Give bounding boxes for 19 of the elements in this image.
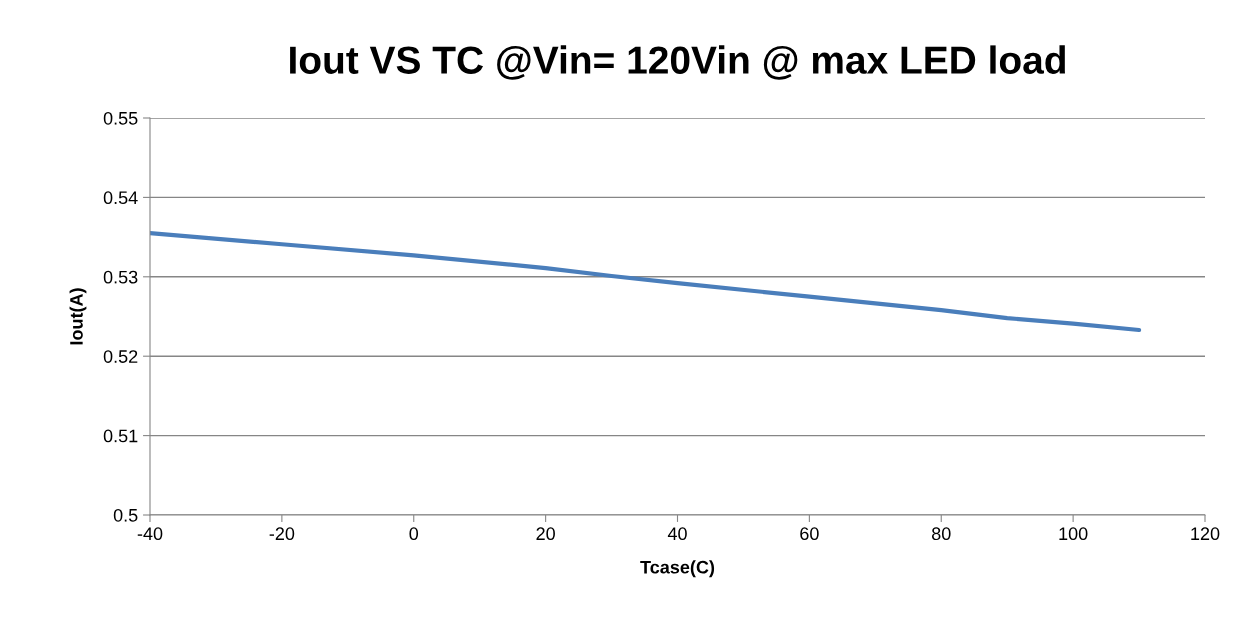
- chart-title: Iout VS TC @Vin= 120Vin @ max LED load: [290, 45, 1065, 80]
- y-tick-label: 0.5: [113, 508, 138, 522]
- x-tick-label: 120: [1191, 527, 1220, 541]
- x-axis-title: Tcase(C): [640, 560, 715, 578]
- x-tick-label: 60: [800, 527, 819, 541]
- x-tick-label: 80: [931, 527, 951, 541]
- y-tick-label: 0.52: [103, 350, 138, 363]
- x-tick-label: -20: [269, 527, 295, 541]
- x-tick-label: 0: [409, 527, 419, 541]
- x-tick-label: 20: [536, 527, 555, 541]
- y-tick-label: 0.54: [103, 191, 138, 205]
- x-tick-label: -40: [137, 527, 163, 541]
- y-axis-title: Iout(A): [69, 288, 87, 345]
- y-tick-label: 0.55: [103, 111, 138, 125]
- y-tick-label: 0.53: [103, 270, 138, 284]
- x-tick-label: 40: [667, 527, 687, 541]
- line-series: [150, 231, 1142, 333]
- y-tick-label: 0.51: [103, 429, 138, 443]
- x-tick-label: 100: [1059, 527, 1088, 541]
